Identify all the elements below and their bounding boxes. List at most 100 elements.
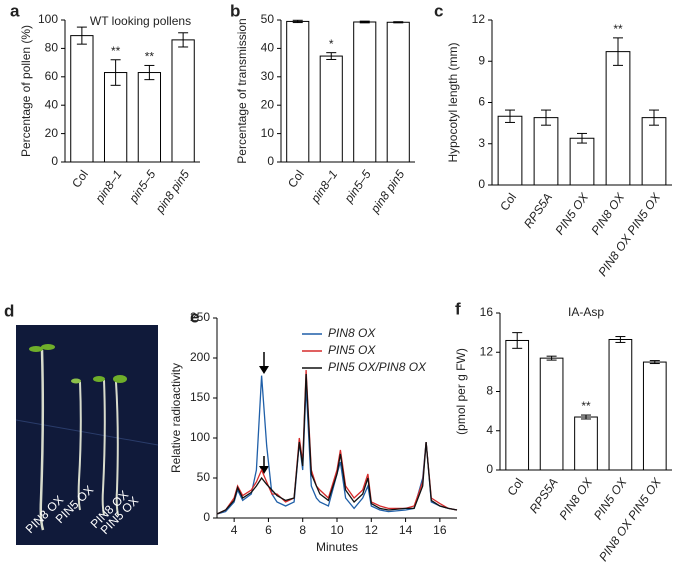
y-tick-label: 60 [45,69,59,83]
bar [641,117,667,186]
line-series [216,375,458,515]
y-axis-label: Relative radioactivity [169,363,183,473]
bar [574,416,598,471]
y-tick-label: 12 [472,12,486,26]
y-tick-label: 8 [486,384,493,398]
x-tick-label: 6 [265,523,272,537]
x-tick-label: Col [497,191,519,214]
bar [497,115,523,186]
bar [539,357,564,471]
y-tick-label: 20 [45,126,59,140]
x-tick-label: 12 [365,523,379,537]
y-tick-label: 100 [38,12,58,26]
bar [569,137,595,186]
chart-title: IA-Asp [568,305,604,319]
x-tick-label: pin5–5 [126,167,159,206]
y-tick-label: 200 [190,350,210,364]
y-tick-label: 12 [480,344,494,358]
arrowhead [259,366,269,374]
seedling [115,381,119,516]
seedling [39,349,45,531]
x-tick-label: pin8–1 [92,168,125,206]
y-tick-label: 50 [261,12,275,26]
x-tick-label: 10 [330,523,344,537]
x-tick-label: PIN5 OX [552,190,591,238]
panel-label: b [230,1,240,20]
x-tick-label: PIN8 OX PIN5 OX [596,475,664,564]
y-tick-label: 40 [261,41,275,55]
y-tick-label: 100 [190,430,210,444]
panel-label: f [455,299,461,318]
x-tick-label: Col [69,168,91,191]
x-axis-label: Minutes [316,540,358,554]
bar [608,338,633,471]
significance: ** [145,50,155,64]
panel-label: c [434,1,443,20]
x-tick-label: PIN8 OX [556,475,595,523]
y-tick-label: 3 [478,136,485,150]
bar [319,55,343,163]
panel-label: d [4,301,14,320]
panel-label: e [190,307,199,326]
y-tick-label: 0 [267,154,274,168]
legend-label: PIN5 OX [328,343,376,357]
bar [353,21,377,163]
y-tick-label: 0 [478,177,485,191]
y-tick-label: 6 [478,95,485,109]
x-tick-label: pin8 pin5 [152,167,192,216]
y-tick-label: 0 [51,154,58,168]
bar [533,117,559,186]
y-axis-label: Percentage of transmission [235,18,249,163]
leaf [93,376,105,382]
y-tick-label: 0 [486,462,493,476]
x-tick-label: Col [504,476,526,499]
x-tick-label: 8 [299,523,306,537]
bar [137,72,162,163]
bar [171,39,195,163]
significance: ** [581,399,591,413]
bar [286,20,310,163]
y-tick-label: 250 [190,310,210,324]
y-tick-label: 0 [203,510,210,524]
legend-label: PIN5 OX/PIN8 OX [328,360,427,374]
bar [505,339,530,471]
y-tick-label: 40 [45,97,59,111]
bar [642,361,667,471]
y-tick-label: 10 [261,126,275,140]
y-axis-label: (pmol per g FW) [454,348,468,435]
bar [70,35,94,163]
chart-title: WT looking pollens [90,14,191,28]
photo-line [15,419,159,446]
line-series [216,369,458,515]
seedling [77,381,82,511]
legend-label: PIN8 OX [328,326,376,340]
y-tick-label: 50 [197,470,211,484]
x-tick-label: pin5–5 [341,167,374,206]
y-tick-label: 80 [45,41,59,55]
arrowhead [259,466,269,474]
x-tick-label: 14 [399,523,413,537]
y-tick-label: 20 [261,97,275,111]
line-series [216,373,458,515]
x-tick-label: RPS5A [521,191,555,231]
y-tick-label: 9 [478,53,485,67]
x-tick-label: pin8–1 [308,168,341,206]
significance: * [329,37,334,51]
panel-label: a [10,1,20,20]
bar [103,72,128,163]
x-tick-label: 16 [433,523,447,537]
leaf [41,344,55,350]
y-tick-label: 4 [486,423,493,437]
x-tick-label: pin8 pin5 [367,167,407,216]
y-tick-label: 150 [190,390,210,404]
leaf [71,378,81,384]
y-axis-label: Percentage of pollen (%) [19,25,33,157]
significance: ** [111,44,121,58]
y-tick-label: 30 [261,69,275,83]
y-axis-label: Hypocotyl length (mm) [446,42,460,162]
x-tick-label: RPS5A [527,476,561,516]
x-tick-label: Col [285,168,307,191]
bar [605,51,631,186]
x-tick-label: PIN8 OX [588,190,627,238]
